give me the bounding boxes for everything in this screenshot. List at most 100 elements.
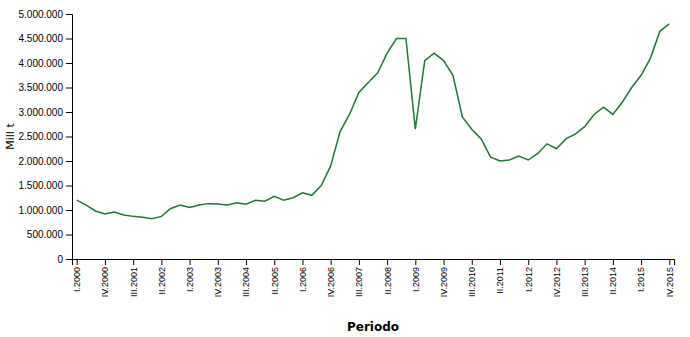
x-tick-label: IV.2015 — [665, 267, 675, 297]
x-tick: IV.2003 — [213, 259, 223, 297]
x-tick-mark — [669, 259, 670, 265]
x-tick: I.2000 — [72, 259, 82, 292]
x-tick: II.2014 — [608, 259, 618, 295]
y-tick-label: 4.000.000 — [19, 58, 64, 69]
y-tick-label: 4.500.000 — [19, 33, 64, 44]
x-tick-mark — [77, 259, 78, 265]
x-tick-label: II.2008 — [382, 267, 392, 295]
y-tick-mark — [66, 235, 72, 236]
y-tick-mark — [66, 112, 72, 113]
x-tick: IV.2015 — [665, 259, 675, 297]
x-tick-label: III.2001 — [129, 267, 139, 297]
x-tick: II.2011 — [495, 259, 505, 294]
y-tick: 5.000.000 — [19, 9, 73, 20]
x-tick-mark — [641, 259, 642, 265]
x-tick: IV.2009 — [439, 259, 449, 297]
x-tick: III.2013 — [580, 259, 590, 297]
line — [77, 24, 670, 219]
x-tick-mark — [500, 259, 501, 265]
x-tick-label: IV.2000 — [100, 267, 110, 297]
y-tick-label: 2.000.000 — [19, 156, 64, 167]
x-tick-mark — [556, 259, 557, 265]
x-tick-mark — [246, 259, 247, 265]
plot: I.2000 IV.2000 III.2001 II.2002 I.2003 IV.200… — [19, 9, 675, 298]
x-tick: IV.2000 — [100, 259, 110, 297]
y-tick: 4.000.000 — [19, 58, 73, 69]
x-tick: III.2010 — [467, 259, 477, 297]
x-tick-mark — [528, 259, 529, 265]
x-tick: I.2009 — [411, 259, 421, 292]
x-tick-label: IV.2009 — [439, 267, 449, 297]
x-tick-label: I.2012 — [524, 267, 534, 292]
marks — [77, 24, 670, 219]
x-tick: III.2007 — [354, 259, 364, 297]
y-axis: 0 500.000 1.000.000 1.500.000 2.000.000 2.500… — [19, 9, 73, 265]
x-tick-label: IV.2012 — [552, 267, 562, 297]
x-tick-mark — [331, 259, 332, 265]
y-tick-mark — [66, 259, 72, 260]
y-tick-label: 3.000.000 — [19, 107, 64, 118]
x-tick-label: II.2005 — [270, 267, 280, 295]
x-tick-mark — [387, 259, 388, 265]
y-tick-label: 0 — [57, 254, 63, 265]
x-tick-label: IV.2006 — [326, 267, 336, 297]
y-tick-label: 1.000.000 — [19, 205, 64, 216]
x-tick-mark — [190, 259, 191, 265]
x-axis-line — [73, 260, 675, 266]
x-tick-mark — [218, 259, 219, 265]
x-tick: I.2006 — [298, 259, 308, 292]
y-tick-label: 3.500.000 — [19, 82, 64, 93]
x-tick: IV.2006 — [326, 259, 336, 297]
y-tick: 3.500.000 — [19, 82, 73, 93]
x-tick-label: I.2009 — [411, 267, 421, 292]
x-tick-label: I.2000 — [72, 267, 82, 292]
x-tick: I.2012 — [524, 259, 534, 292]
y-tick-mark — [66, 161, 72, 162]
y-tick-mark — [66, 210, 72, 211]
x-tick: II.2005 — [270, 259, 280, 295]
x-tick-mark — [444, 259, 445, 265]
x-tick: I.2003 — [185, 259, 195, 292]
x-tick-mark — [274, 259, 275, 265]
x-tick: IV.2012 — [552, 259, 562, 297]
y-tick-label: 500.000 — [27, 229, 64, 240]
y-tick-mark — [66, 186, 72, 187]
y-tick-mark — [66, 39, 72, 40]
x-tick-label: III.2013 — [580, 267, 590, 297]
chart: I.2000 IV.2000 III.2001 II.2002 I.2003 IV.200… — [0, 0, 690, 337]
y-tick: 2.500.000 — [19, 131, 73, 142]
x-tick-mark — [161, 259, 162, 265]
x-tick-mark — [133, 259, 134, 265]
x-tick: II.2008 — [382, 259, 392, 295]
y-tick: 500.000 — [27, 229, 72, 240]
y-tick: 1.500.000 — [19, 180, 73, 191]
x-tick: I.2015 — [636, 259, 646, 292]
y-tick: 3.000.000 — [19, 107, 73, 118]
y-tick: 4.500.000 — [19, 33, 73, 44]
y-tick-mark — [66, 137, 72, 138]
x-tick-label: II.2011 — [495, 267, 505, 294]
x-axis: I.2000 IV.2000 III.2001 II.2002 I.2003 IV.200… — [72, 259, 675, 297]
y-tick-label: 2.500.000 — [19, 131, 64, 142]
y-tick: 1.000.000 — [19, 205, 73, 216]
x-tick: III.2004 — [241, 259, 251, 297]
y-tick-label: 1.500.000 — [19, 180, 64, 191]
y-tick-mark — [66, 63, 72, 64]
y-tick-mark — [66, 88, 72, 89]
x-tick-label: I.2015 — [636, 267, 646, 292]
x-tick: III.2001 — [129, 259, 139, 297]
x-tick: II.2002 — [157, 259, 167, 295]
x-tick-label: II.2014 — [608, 267, 618, 295]
x-tick-label: II.2002 — [157, 267, 167, 295]
x-tick-mark — [359, 259, 360, 265]
x-tick-label: III.2010 — [467, 267, 477, 297]
x-tick-label: I.2006 — [298, 267, 308, 292]
x-tick-mark — [472, 259, 473, 265]
x-tick-label: III.2004 — [241, 267, 251, 297]
x-tick-mark — [585, 259, 586, 265]
x-tick-label: I.2003 — [185, 267, 195, 292]
x-tick-mark — [415, 259, 416, 265]
x-tick-mark — [105, 259, 106, 265]
x-tick-label: IV.2003 — [213, 267, 223, 297]
y-tick-label: 5.000.000 — [19, 9, 64, 20]
